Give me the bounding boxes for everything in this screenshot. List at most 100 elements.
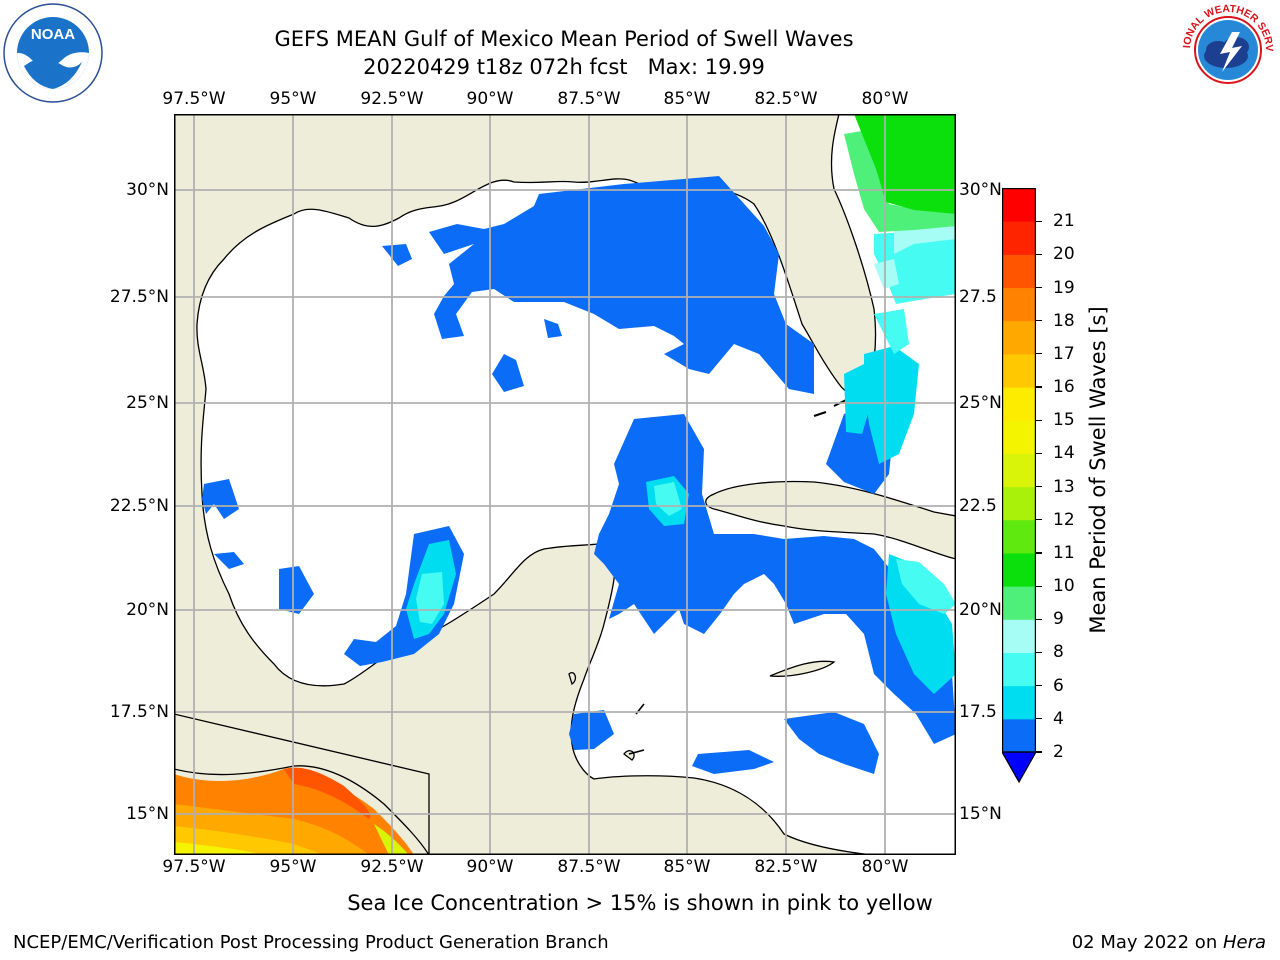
cuba-landmass (705, 480, 955, 560)
colorbar-tick-label: 4 (1053, 708, 1064, 729)
lon-label-bottom: 92.5°W (360, 857, 424, 877)
footer-date: 02 May 2022 on Hera (1072, 932, 1266, 953)
colorbar-tick-label: 16 (1053, 377, 1075, 398)
colorbar-segment (1002, 552, 1036, 587)
island (568, 672, 577, 686)
lon-label-bottom: 97.5°W (162, 857, 226, 877)
lon-label-top: 80°W (861, 89, 909, 109)
colorbar-segment (1002, 287, 1036, 322)
colorbar-tick-label: 15 (1053, 410, 1075, 431)
map-frame (174, 114, 956, 855)
colorbar-segment (1002, 652, 1036, 687)
lon-label-top: 85°W (663, 89, 711, 109)
colorbar-tick-label: 11 (1053, 542, 1075, 563)
colorbar-segment (1002, 254, 1036, 289)
lat-label-right: 15°N (959, 804, 1002, 824)
colorbar-segment (1002, 486, 1036, 521)
lat-label-left: 15°N (126, 804, 169, 824)
colorbar-svg (1000, 188, 1038, 784)
sea-ice-note: Sea Ice Concentration > 15% is shown in … (347, 891, 933, 915)
colorbar-tick-mark (1036, 552, 1042, 554)
swell-contour-4-6 (406, 346, 955, 694)
graticule (174, 114, 956, 855)
colorbar-outline (1002, 188, 1036, 753)
lat-label-left: 17.5°N (109, 702, 169, 722)
colorbar-segment (1002, 387, 1036, 421)
colorbar-tick-mark (1036, 651, 1042, 654)
colorbar-tick-label: 21 (1053, 211, 1075, 232)
colorbar-tick-label: 14 (1053, 443, 1075, 464)
lon-label-bottom: 80°W (861, 857, 909, 877)
footer-producer: NCEP/EMC/Verification Post Processing Pr… (13, 932, 609, 953)
colorbar-tick-mark (1036, 452, 1042, 454)
lat-label-right: 30°N (959, 180, 1002, 200)
lon-label-bottom: 85°W (663, 857, 711, 877)
lon-label-bottom: 87.5°W (557, 857, 621, 877)
lat-label-right: 22.5 (959, 496, 997, 516)
colorbar-tick-mark (1036, 718, 1042, 720)
colorbar-segment (1002, 221, 1036, 255)
chart-subtitle: 20220429 t18z 072h fcst Max: 19.99 (363, 55, 765, 79)
colorbar-segment (1002, 519, 1036, 554)
noaa-logo: NOAA (2, 2, 104, 104)
lon-label-top: 82.5°W (754, 89, 818, 109)
lat-label-right: 25°N (959, 393, 1002, 413)
colorbar-tick-label: 17 (1053, 343, 1075, 364)
map-svg (174, 114, 956, 855)
lat-label-left: 20°N (126, 600, 169, 620)
colorbar-tick-label: 13 (1053, 476, 1075, 497)
lat-label-left: 25°N (126, 393, 169, 413)
colorbar-segment (1002, 320, 1036, 355)
colorbar-tick-label: 10 (1053, 576, 1075, 597)
colorbar-tick-label: 6 (1053, 675, 1064, 696)
lat-label-left: 27.5°N (109, 287, 169, 307)
colorbar-tick-label: 12 (1053, 509, 1075, 530)
lon-label-bottom: 95°W (269, 857, 317, 877)
colorbar-tick-mark (1036, 685, 1042, 687)
colorbar-segment (1002, 586, 1036, 620)
colorbar-tick-mark (1036, 751, 1042, 753)
colorbar-tick-mark (1036, 585, 1042, 587)
colorbar-tick-mark (1036, 519, 1042, 521)
svg-text:NOAA: NOAA (31, 26, 75, 43)
colorbar-tick-label: 19 (1053, 277, 1075, 298)
colorbar-tick-mark (1036, 386, 1042, 388)
lat-label-left: 22.5°N (109, 496, 169, 516)
lon-label-top: 92.5°W (360, 89, 424, 109)
lon-label-top: 95°W (269, 89, 317, 109)
lat-label-right: 20°N (959, 600, 1002, 620)
colorbar-tick-mark (1036, 485, 1042, 488)
colorbar-tick-mark (1036, 220, 1042, 222)
colorbar-tick-mark (1036, 320, 1042, 322)
colorbar-tick-mark (1036, 618, 1042, 620)
lon-label-bottom: 82.5°W (754, 857, 818, 877)
lon-label-top: 87.5°W (557, 89, 621, 109)
lon-label-top: 90°W (466, 89, 514, 109)
lon-label-top: 97.5°W (162, 89, 226, 109)
colorbar-tick-label: 9 (1053, 609, 1064, 630)
colorbar-tick-mark (1036, 253, 1042, 255)
chart-title: GEFS MEAN Gulf of Mexico Mean Period of … (274, 27, 854, 51)
colorbar-tick-mark (1036, 353, 1042, 355)
colorbar-tick-label: 20 (1053, 244, 1075, 265)
footer-date-text: 02 May 2022 on (1071, 932, 1223, 953)
nws-logo: NATIONAL WEATHER SERVICE (1176, 0, 1276, 98)
footer-host: Hera (1222, 932, 1266, 953)
colorbar-tick-label: 2 (1053, 742, 1064, 762)
lat-label-right: 27.5 (959, 287, 997, 307)
pacific-swell-region (175, 713, 430, 854)
colorbar-segment (1002, 453, 1036, 488)
colorbar-segment (1002, 188, 1036, 222)
colorbar-segment (1002, 685, 1036, 720)
colorbar-tick-label: 18 (1053, 310, 1075, 331)
colorbar (1000, 188, 1038, 784)
colorbar-tick-label: 8 (1053, 642, 1064, 663)
map-panel (174, 114, 956, 855)
lat-label-right: 17.5 (959, 702, 997, 722)
colorbar-tick-mark (1036, 419, 1042, 421)
colorbar-label: Mean Period of Swell Waves [s] (1086, 306, 1110, 634)
lat-label-left: 30°N (126, 180, 169, 200)
colorbar-extend (1000, 751, 1038, 784)
lon-label-bottom: 90°W (466, 857, 514, 877)
colorbar-segment (1002, 420, 1036, 454)
